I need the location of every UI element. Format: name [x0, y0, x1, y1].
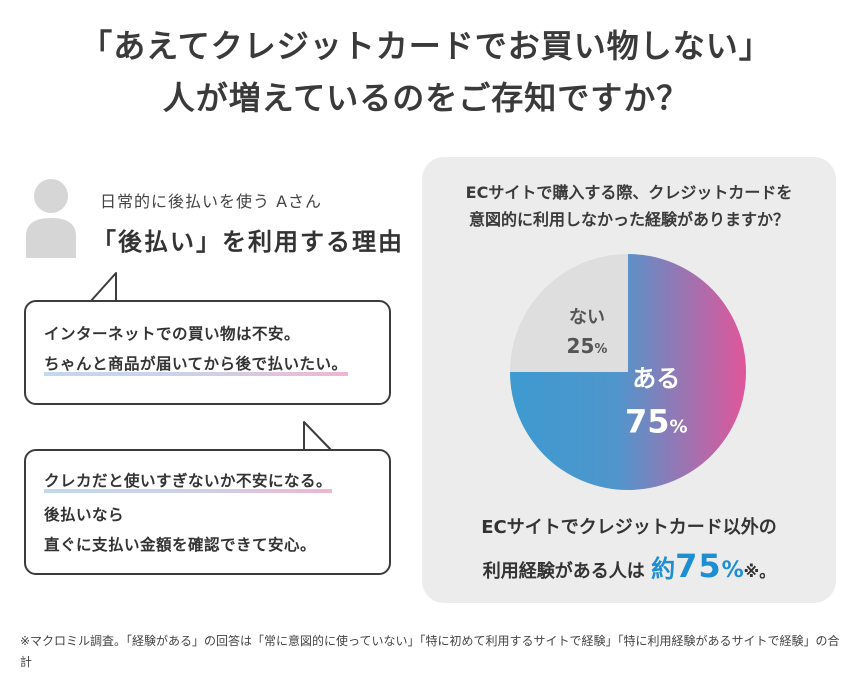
- pie-chart: ある 75% ない 25%: [510, 254, 746, 490]
- bubble-1-line-2: ちゃんと商品が届いてから後で払いたい。: [44, 355, 348, 376]
- pie-slice-no: [510, 254, 628, 372]
- pie-label-yes: ある: [632, 364, 680, 392]
- pie-value-no: 25%: [567, 334, 608, 358]
- speech-bubble-tail: [89, 272, 117, 303]
- summary-approx: 約: [651, 555, 676, 583]
- summary-line-2: 利用経験がある人は 約75%※。: [422, 547, 836, 591]
- question-line-1: ECサイトで購入する際、クレジットカードを: [465, 183, 793, 202]
- bubble-1-line-1: インターネットでの買い物は不安。: [44, 325, 301, 343]
- survey-summary: ECサイトでクレジットカード以外の 利用経験がある人は 約75%※。: [422, 509, 836, 591]
- person-icon: [26, 179, 76, 258]
- speech-bubble-tail: [303, 421, 333, 452]
- title-line-2: 人が増えているのをご存知ですか？: [162, 79, 690, 117]
- summary-prefix: 利用経験がある人は: [482, 561, 645, 582]
- pie-value-yes: 75%: [625, 402, 688, 440]
- footnote: ※マクロミル調査。「経験がある」の回答は「常に意図的に使っていない」「特に初めて…: [20, 634, 840, 669]
- reason-heading: 「後払い」を利用する理由: [92, 228, 404, 256]
- bubble-2-line-1: クレカだと使いすぎないか不安になる。: [44, 472, 333, 493]
- survey-panel: ECサイトで購入する際、クレジットカードを 意図的に利用しなかった経験があります…: [422, 157, 836, 603]
- summary-value: 75: [675, 547, 722, 585]
- speech-bubble-tail: [91, 302, 116, 306]
- pie-label-no: ない: [569, 307, 605, 328]
- summary-line-1: ECサイトでクレジットカード以外の: [481, 517, 777, 538]
- summary-pct: %: [721, 558, 744, 583]
- question-line-2: 意図的に利用しなかった経験がありますか？: [468, 210, 789, 229]
- bubble-2-line-3: 直ぐに支払い金額を確認できて安心。: [44, 536, 317, 554]
- persona-label: 日常的に後払いを使う Aさん: [100, 192, 323, 211]
- summary-suffix: ※。: [743, 562, 776, 581]
- speech-bubble-2: クレカだと使いすぎないか不安になる。 後払いなら 直ぐに支払い金額を確認できて安…: [24, 449, 391, 575]
- title-line-1: 「あえてクレジットカードでお買い物しない」: [80, 27, 772, 65]
- page-title: 「あえてクレジットカードでお買い物しない」 人が増えているのをご存知ですか？: [0, 20, 852, 124]
- speech-bubble-tail: [306, 451, 331, 455]
- survey-question: ECサイトで購入する際、クレジットカードを 意図的に利用しなかった経験があります…: [422, 179, 836, 233]
- bubble-2-line-2: 後払いなら: [44, 506, 125, 524]
- speech-bubble-1: インターネットでの買い物は不安。 ちゃんと商品が届いてから後で払いたい。: [24, 300, 391, 405]
